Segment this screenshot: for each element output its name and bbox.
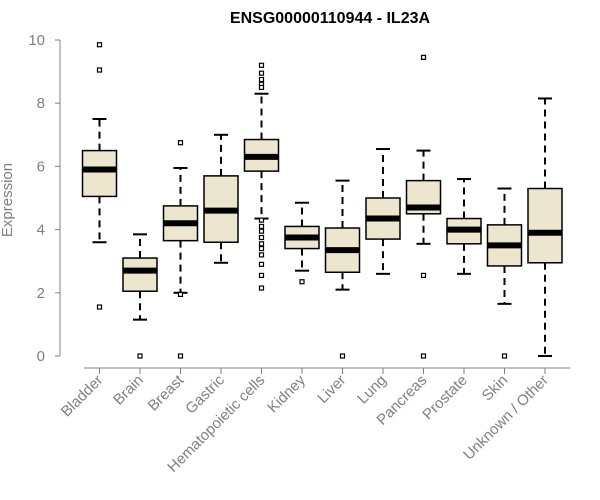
outlier-point: [339, 353, 346, 359]
outlier-point: [420, 353, 427, 359]
y-tick-label: 8: [37, 95, 45, 112]
outlier-point: [258, 217, 265, 223]
y-tick-label: 0: [37, 348, 45, 365]
box-iqr: [81, 149, 118, 198]
outlier-point: [258, 261, 265, 267]
box-group: [81, 42, 118, 310]
x-tick-label: Liver: [314, 372, 349, 407]
outlier-point: [420, 54, 427, 60]
x-tick-label: Kidney: [264, 371, 309, 416]
outlier-point: [501, 353, 508, 359]
outlier-point: [177, 291, 184, 297]
outlier-point: [258, 272, 265, 279]
outlier-point: [258, 241, 265, 247]
outlier-point: [258, 223, 265, 230]
box-group: [122, 233, 158, 359]
box-iqr: [527, 187, 563, 264]
outlier-point: [177, 140, 184, 146]
box-group: [405, 54, 442, 359]
box-group: [365, 148, 401, 275]
box-group: [446, 178, 482, 275]
y-tick-label: 2: [37, 285, 45, 302]
x-tick-label: Lung: [354, 372, 390, 408]
outlier-point: [258, 84, 265, 91]
y-tick-label: 6: [37, 158, 45, 175]
boxes: [81, 42, 563, 359]
outlier-point: [96, 304, 103, 310]
x-tick-label: Bladder: [58, 372, 107, 421]
box-group: [243, 62, 280, 291]
box-group: [162, 140, 199, 359]
box-group: [284, 201, 320, 285]
x-tick-label: Skin: [479, 372, 512, 405]
outlier-point: [258, 252, 265, 258]
outlier-point: [420, 272, 427, 279]
outlier-point: [258, 70, 265, 76]
y-tick-label: 4: [37, 222, 45, 239]
outlier-point: [177, 353, 184, 359]
outlier-point: [258, 245, 265, 252]
outlier-point: [258, 228, 265, 234]
y-ticks: 0 2 4 6 8 10: [28, 32, 60, 365]
y-tick-label: 10: [28, 32, 45, 49]
box-iqr: [122, 257, 158, 292]
outlier-point: [299, 279, 305, 285]
x-tick-label: Breast: [145, 371, 188, 414]
box-group: [486, 187, 523, 359]
outlier-point: [96, 67, 103, 73]
box-group: [324, 179, 361, 359]
outlier-point: [137, 353, 143, 359]
outlier-point: [258, 285, 265, 291]
y-axis-label: Expression: [0, 163, 16, 237]
box-group: [527, 97, 563, 357]
outlier-point: [96, 42, 103, 48]
x-tick-label: Brain: [110, 372, 147, 409]
box-group: [203, 133, 239, 264]
outlier-point: [258, 62, 265, 68]
x-tick-label: Prostate: [419, 372, 471, 424]
outlier-point: [258, 76, 265, 83]
chart-title: ENSG00000110944 - IL23A: [230, 10, 431, 27]
outlier-point: [258, 234, 265, 241]
